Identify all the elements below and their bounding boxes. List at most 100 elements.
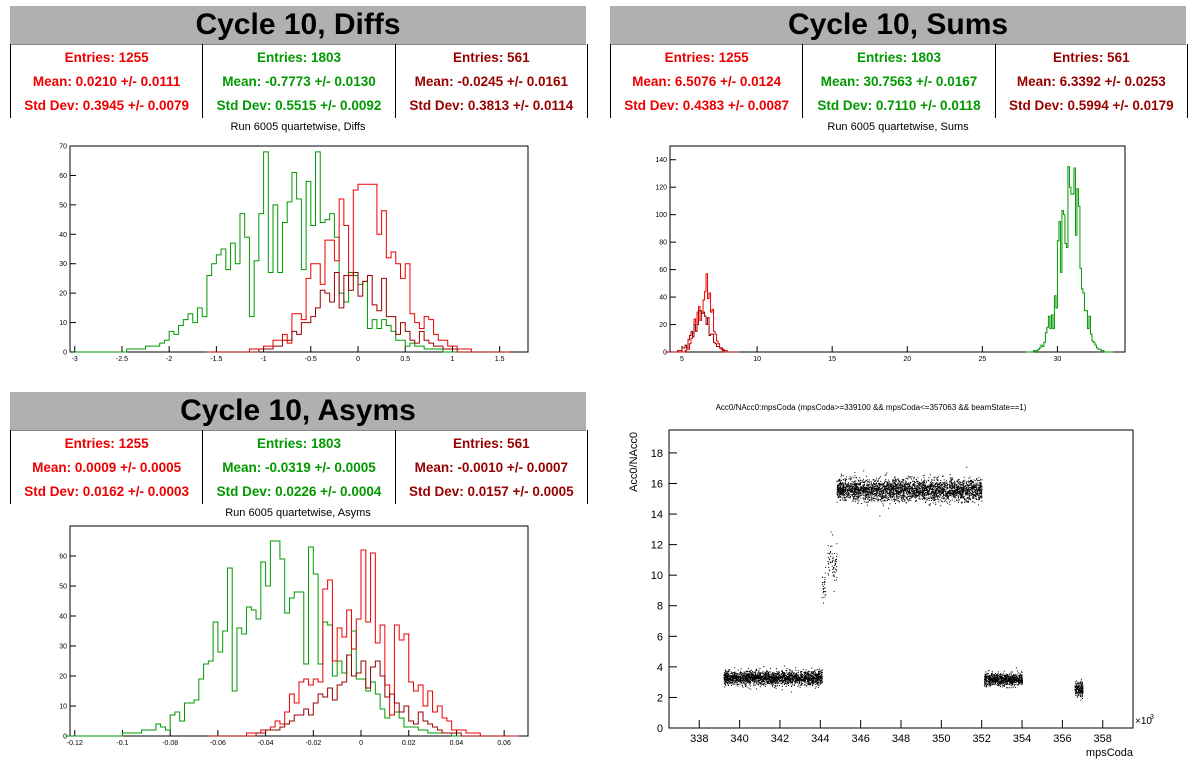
scatter-point xyxy=(897,482,899,484)
scatter-point xyxy=(937,486,939,488)
scatter-point xyxy=(806,679,808,680)
scatter-point xyxy=(817,681,818,683)
y-tick-label: 0 xyxy=(657,723,663,735)
scatter-point xyxy=(814,671,816,673)
scatter-point xyxy=(824,587,826,589)
scatter-point xyxy=(753,676,755,678)
scatter-point xyxy=(822,584,824,586)
scatter-point xyxy=(794,674,796,676)
y-axis-label: Acc0/NAcc0 xyxy=(628,432,640,492)
scatter-point xyxy=(770,674,772,676)
scatter-point xyxy=(965,492,967,494)
y-tick-label: 20 xyxy=(59,674,67,681)
scatter-point xyxy=(955,497,957,499)
scatter-point xyxy=(936,477,938,479)
scatter-point xyxy=(974,490,976,492)
scatter-point xyxy=(979,490,980,492)
scatter-point xyxy=(789,679,791,681)
scatter-point xyxy=(971,482,973,484)
scatter-point xyxy=(933,499,935,501)
scatter-point xyxy=(871,490,873,492)
scatter-point xyxy=(725,675,727,676)
scatter-point xyxy=(880,494,882,496)
scatter-point xyxy=(980,482,982,484)
scatter-point xyxy=(890,491,892,492)
scatter-point xyxy=(751,675,753,677)
scatter-point xyxy=(888,493,889,494)
scatter-point xyxy=(877,487,879,489)
stat-std: Std Dev: 0.5994 +/- 0.0179 xyxy=(1008,98,1174,113)
scatter-point xyxy=(937,485,939,487)
scatter-point xyxy=(923,484,925,486)
scatter-point xyxy=(801,679,803,681)
scatter-point xyxy=(792,672,794,674)
scatter-point xyxy=(776,679,778,681)
scatter-point xyxy=(957,481,958,483)
scatter-point xyxy=(746,678,748,679)
scatter-point xyxy=(811,674,813,676)
scatter-point xyxy=(949,480,951,482)
scatter-point xyxy=(762,680,764,682)
scatter-point xyxy=(777,672,779,674)
scatter-point xyxy=(860,492,862,493)
scatter-point xyxy=(735,681,737,683)
scatter-point xyxy=(936,498,938,500)
scatter-point xyxy=(848,478,850,480)
scatter-point xyxy=(780,678,782,679)
x-tick-label: 338 xyxy=(690,733,708,745)
scatter-point xyxy=(949,494,951,496)
scatter-point xyxy=(872,492,874,494)
scatter-point xyxy=(809,671,811,673)
scatter-point xyxy=(945,492,947,494)
scatter-point xyxy=(795,676,797,678)
scatter-point xyxy=(755,676,757,678)
scatter-point xyxy=(863,499,865,501)
scatter-point xyxy=(795,673,797,674)
scatter-point xyxy=(961,501,962,503)
scatter-point xyxy=(735,678,737,680)
scatter-point xyxy=(808,681,810,683)
scatter-point xyxy=(954,482,956,484)
scatter-point xyxy=(884,491,886,493)
scatter-point xyxy=(965,483,967,485)
scatter-point xyxy=(839,484,841,486)
scatter-point xyxy=(918,482,920,484)
scatter-point xyxy=(749,681,751,683)
scatter-point xyxy=(840,496,841,498)
scatter-point xyxy=(869,486,871,488)
scatter-point xyxy=(728,684,730,686)
scatter-point xyxy=(728,678,730,680)
scatter-point xyxy=(960,487,962,489)
scatter-point xyxy=(897,490,899,492)
scatter-point xyxy=(963,496,965,498)
scatter-point xyxy=(883,482,885,483)
scatter-point xyxy=(900,487,902,489)
scatter-point xyxy=(775,685,777,687)
scatter-point xyxy=(895,497,897,499)
scatter-point xyxy=(846,490,848,492)
scatter-point xyxy=(839,481,841,483)
scatter-point xyxy=(976,493,978,495)
scatter-point xyxy=(845,490,846,492)
scatter-point xyxy=(736,673,738,675)
scatter-point xyxy=(888,491,890,493)
scatter-point xyxy=(918,491,920,493)
scatter-point xyxy=(886,488,888,490)
scatter-point xyxy=(886,485,888,487)
scatter-point xyxy=(914,496,916,498)
scatter-point xyxy=(724,679,726,681)
scatter-point xyxy=(792,670,793,672)
scatter-point xyxy=(781,679,783,681)
scatter-point xyxy=(852,491,853,493)
scatter-point xyxy=(889,490,891,492)
scatter-point xyxy=(884,474,886,476)
scatter-point xyxy=(850,491,852,493)
scatter-point xyxy=(973,495,975,497)
scatter-point xyxy=(797,680,799,682)
scatter-point xyxy=(777,678,779,680)
scatter-point xyxy=(953,485,955,487)
scatter-point xyxy=(726,674,727,676)
scatter-point xyxy=(758,674,760,676)
scatter-point xyxy=(909,488,911,490)
scatter-point xyxy=(773,680,775,682)
